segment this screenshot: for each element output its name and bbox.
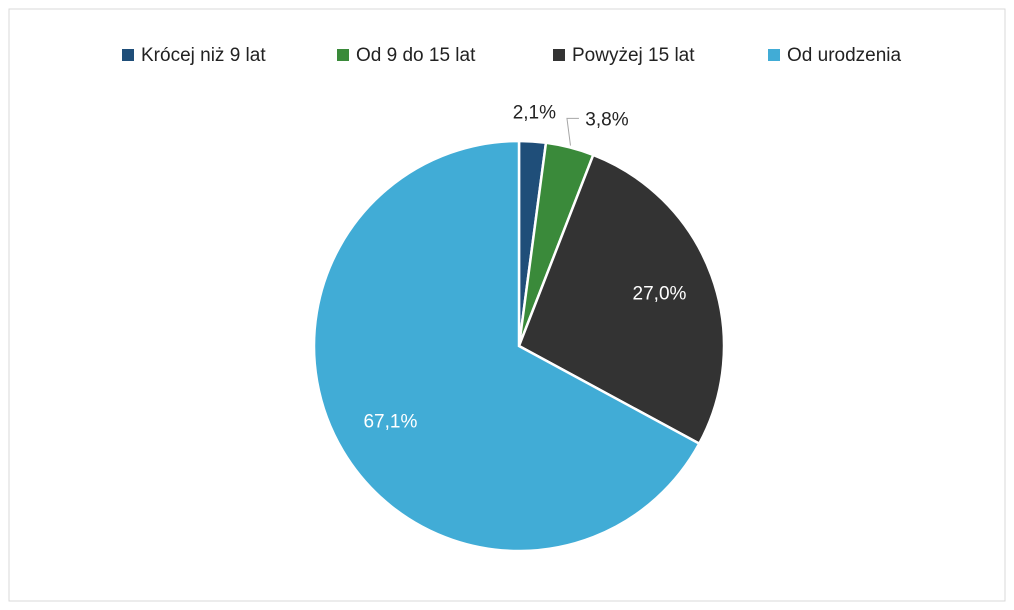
pie-slice <box>517 153 726 446</box>
legend-label: Krócej niż 9 lat <box>141 45 266 66</box>
legend-swatch <box>768 49 780 61</box>
legend-swatch <box>122 49 134 61</box>
legend-swatch <box>337 49 349 61</box>
legend-label: Powyżej 15 lat <box>572 45 695 66</box>
legend-label: Od urodzenia <box>787 45 902 66</box>
data-label: 3,8% <box>585 109 628 130</box>
legend-label: Od 9 do 15 lat <box>356 45 476 66</box>
data-label: 27,0% <box>633 283 687 304</box>
pie-slice <box>312 139 701 553</box>
legend-swatch <box>553 49 565 61</box>
data-label: 67,1% <box>363 412 417 433</box>
data-label: 2,1% <box>513 103 556 124</box>
leader-line <box>566 117 579 146</box>
